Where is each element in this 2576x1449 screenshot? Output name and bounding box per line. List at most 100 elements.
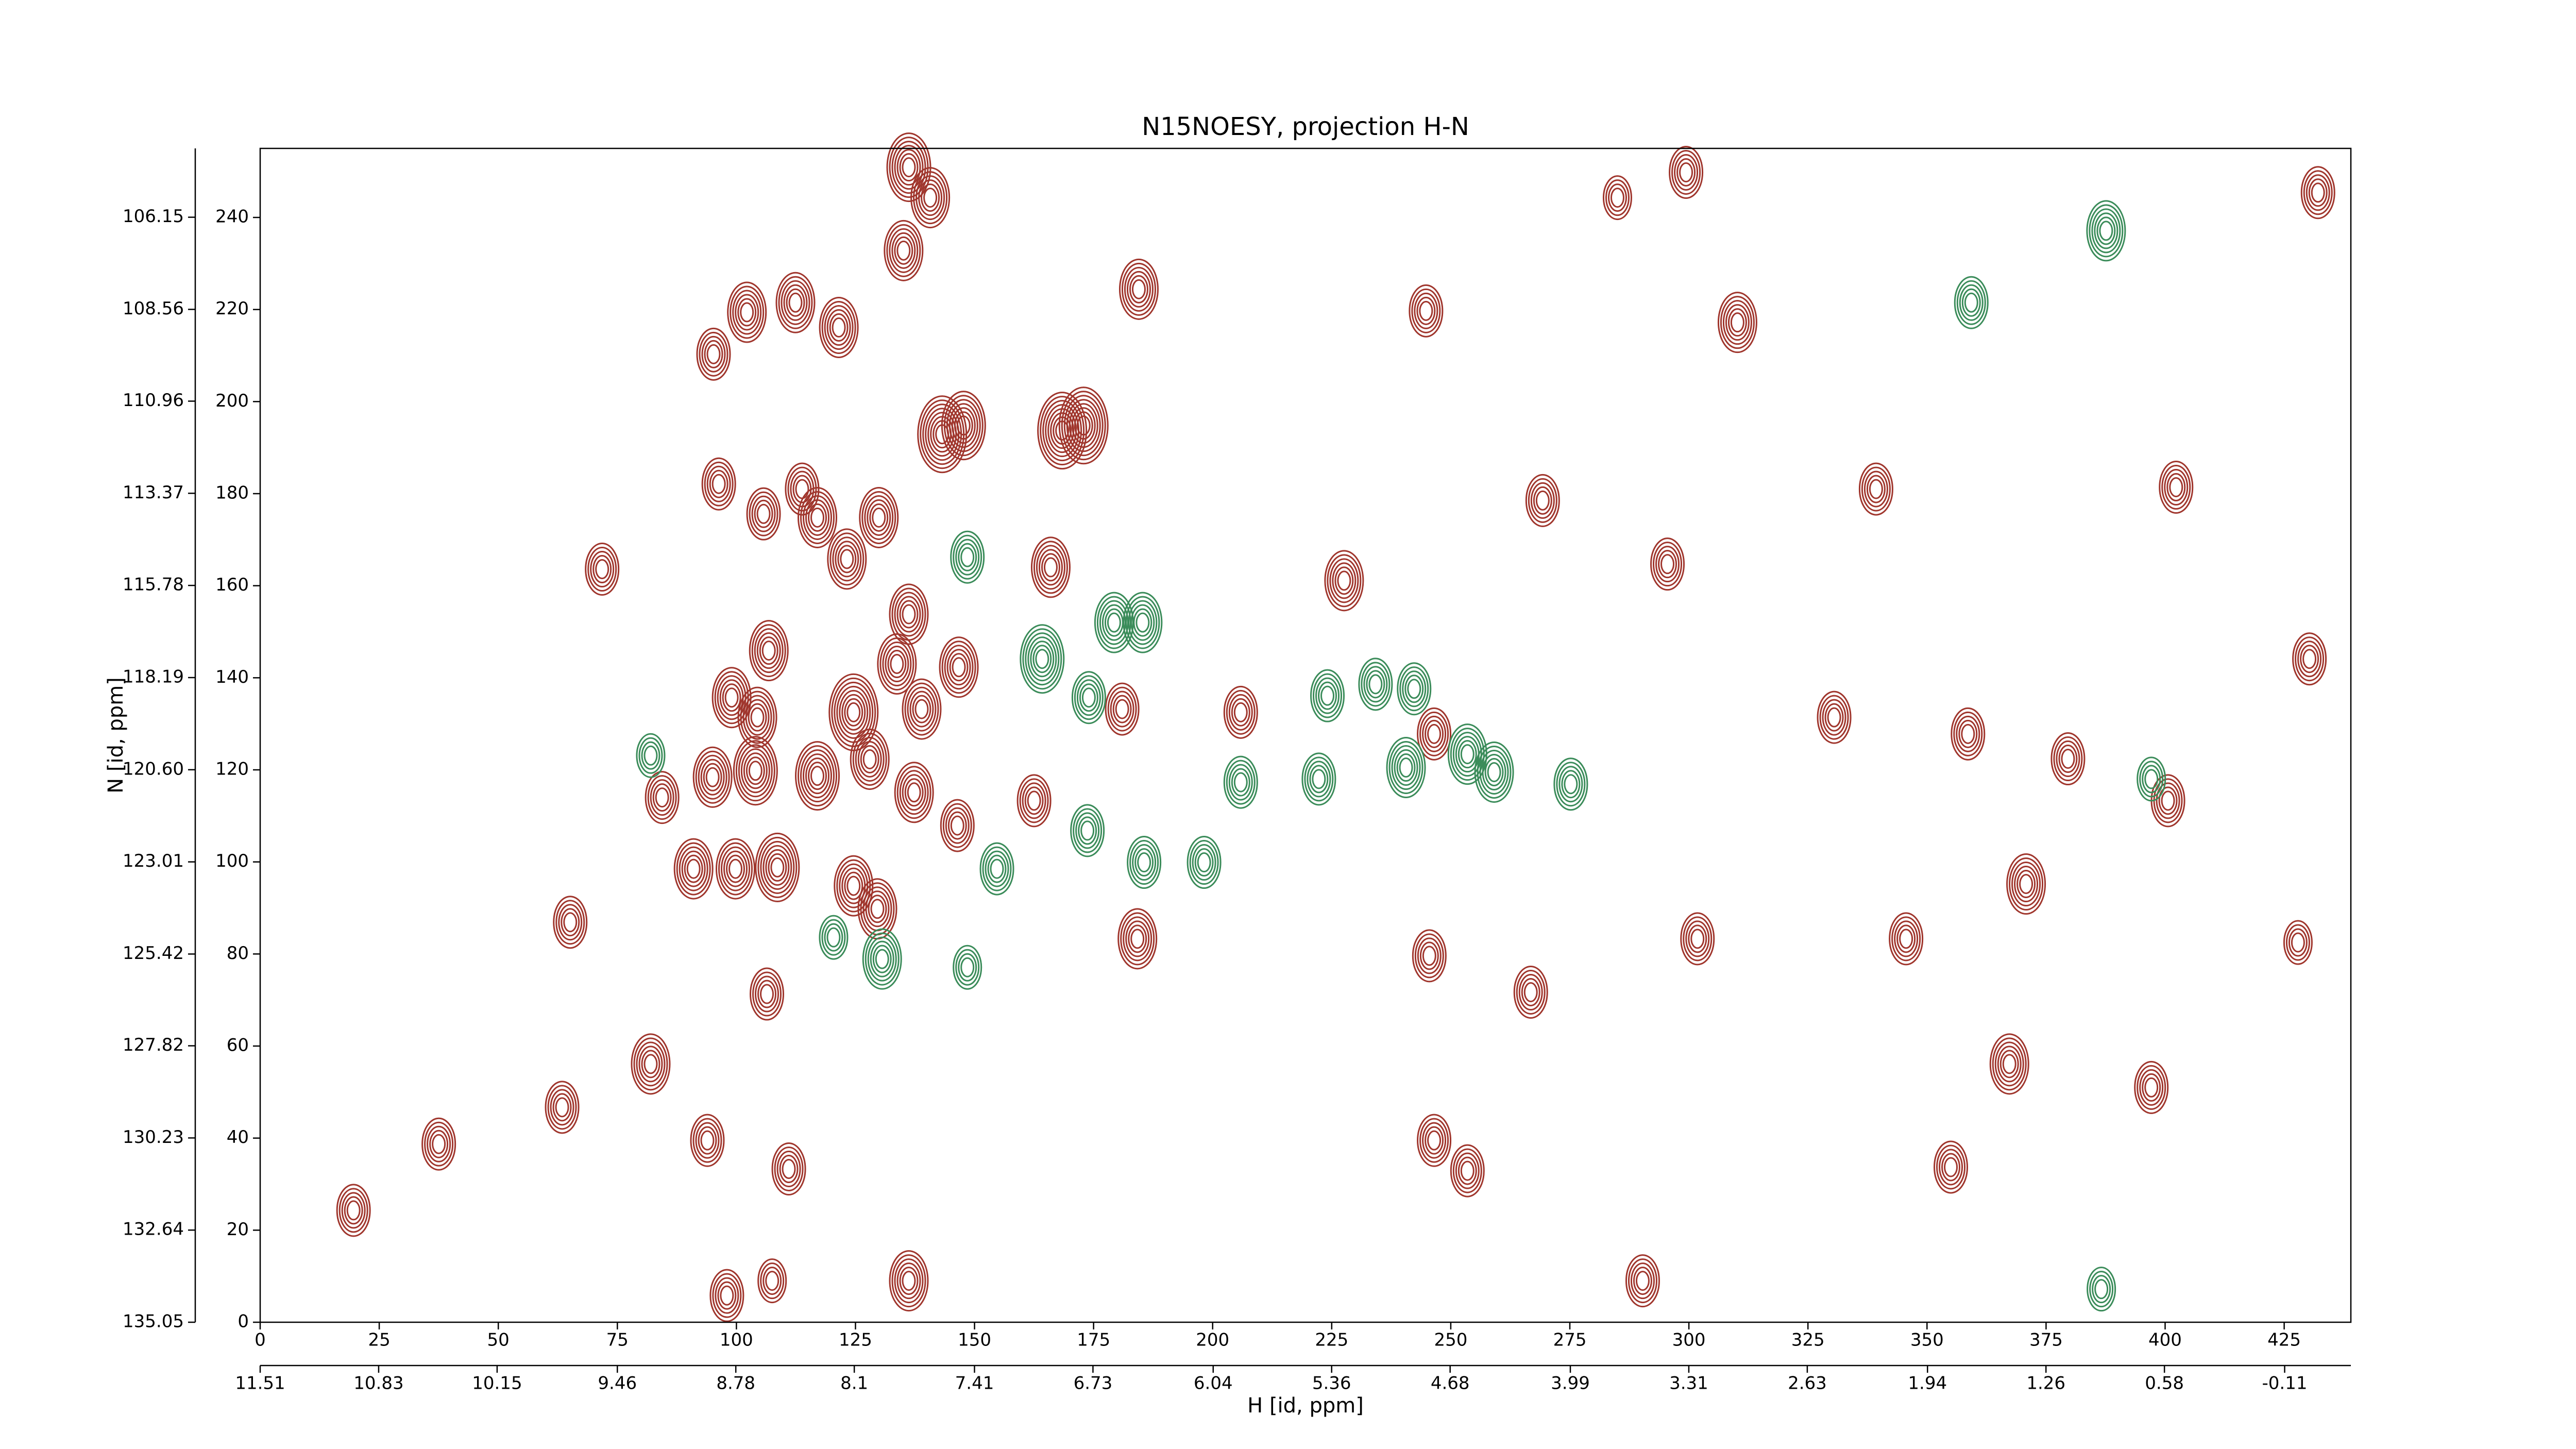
contour-ring [1125, 596, 1160, 649]
contour-ring [1869, 479, 1883, 499]
contour-ring [759, 636, 778, 665]
contour-ring [862, 749, 877, 769]
contour-ring [2006, 853, 2046, 915]
contour-ring [737, 686, 777, 748]
y2-tick-label: 135.05 [123, 1311, 184, 1332]
x-tick-label: 175 [1077, 1330, 1110, 1351]
contour-ring [953, 534, 982, 580]
contour-ring [2300, 645, 2319, 673]
contour-ring [768, 853, 787, 882]
contour-ring [1368, 674, 1383, 695]
contour-ring [1607, 183, 1627, 212]
contour-ring [2164, 468, 2189, 506]
contour-ring [704, 340, 723, 368]
contour-ring [1069, 403, 1098, 448]
contour-ring [2142, 765, 2161, 794]
contour-ring [1417, 937, 1442, 974]
contour-ring [643, 1054, 658, 1074]
x2-tick-label: 9.46 [598, 1373, 637, 1394]
contour-peak [953, 945, 982, 990]
contour-peak [1417, 707, 1452, 761]
contour-ring [631, 1033, 671, 1095]
contour-ring [684, 854, 703, 883]
contour-ring [641, 741, 660, 770]
contour-ring [844, 871, 863, 900]
contour-ring [1020, 624, 1065, 694]
contour-peak [850, 728, 890, 790]
contour-ring [1556, 762, 1586, 807]
contour-ring [899, 1267, 919, 1295]
contour-ring [1073, 808, 1103, 853]
contour-ring [879, 637, 914, 691]
contour-ring [595, 559, 609, 580]
contour-ring [762, 1267, 782, 1295]
y2-tick-label: 118.19 [123, 666, 184, 687]
contour-ring [1934, 1140, 1969, 1194]
contour-ring [2019, 874, 2033, 895]
contour-ring [956, 415, 971, 436]
x-tick-label: 25 [368, 1330, 390, 1351]
contour-ring [867, 499, 891, 536]
contour-ring [1518, 973, 1543, 1010]
contour-ring [755, 975, 779, 1013]
contour-ring [1329, 558, 1359, 603]
contour-ring [550, 1089, 574, 1126]
contour-ring [1516, 969, 1546, 1015]
contour-ring [1318, 681, 1337, 710]
contour-peak [2137, 756, 2166, 802]
contour-ring [2144, 1077, 2159, 1098]
contour-ring [941, 641, 976, 694]
contour-peak [819, 915, 849, 960]
contour-ring [2134, 1060, 2169, 1114]
contour-ring [1605, 179, 1630, 216]
contour-ring [1076, 415, 1091, 436]
contour-ring [1669, 145, 1704, 199]
contour-peak [545, 1081, 580, 1134]
contour-ring [750, 967, 785, 1021]
contour-peak [1386, 737, 1426, 799]
y-tick-label: 140 [215, 667, 249, 687]
contour-ring [1680, 912, 1715, 966]
y2-tick-label: 113.37 [123, 482, 184, 503]
contour-ring [810, 766, 825, 786]
contour-ring [1081, 687, 1096, 708]
contour-ring [695, 750, 730, 804]
contour-ring [955, 538, 980, 576]
contour-peak [2159, 460, 2194, 514]
contour-ring [1411, 288, 1441, 333]
contour-ring [870, 940, 894, 978]
contour-ring [1130, 604, 1155, 641]
contour-ring [889, 583, 929, 645]
contour-ring [913, 171, 948, 225]
contour-ring [1118, 258, 1159, 320]
contour-ring [745, 699, 770, 736]
contour-ring [2091, 208, 2121, 254]
contour-ring [821, 919, 846, 956]
contour-ring [1129, 840, 1159, 885]
contour-ring [1685, 920, 1710, 957]
contour-peak [1223, 685, 1258, 739]
contour-ring [1040, 396, 1085, 466]
contour-ring [960, 547, 975, 567]
contour-ring [827, 528, 867, 590]
contour-ring [1228, 764, 1253, 801]
contour-peak [1817, 690, 1852, 744]
contour-ring [1033, 541, 1068, 594]
contour-ring [894, 145, 924, 190]
contour-ring [427, 1125, 451, 1162]
contour-ring [698, 1126, 717, 1155]
contour-peak [771, 1142, 806, 1196]
contour-ring [1450, 1144, 1485, 1198]
contour-ring [1525, 474, 1560, 527]
contour-ring [751, 624, 786, 678]
contour-ring [1553, 757, 1588, 811]
contour-ring [723, 850, 748, 887]
x-tick-label: 75 [606, 1330, 629, 1351]
contour-peak [1717, 292, 1757, 353]
x2-tick-label: 6.04 [1194, 1373, 1233, 1394]
contour-ring [1484, 757, 1504, 786]
contour-ring [1032, 645, 1052, 673]
contour-ring [2292, 632, 2327, 686]
contour-ring [701, 335, 726, 373]
